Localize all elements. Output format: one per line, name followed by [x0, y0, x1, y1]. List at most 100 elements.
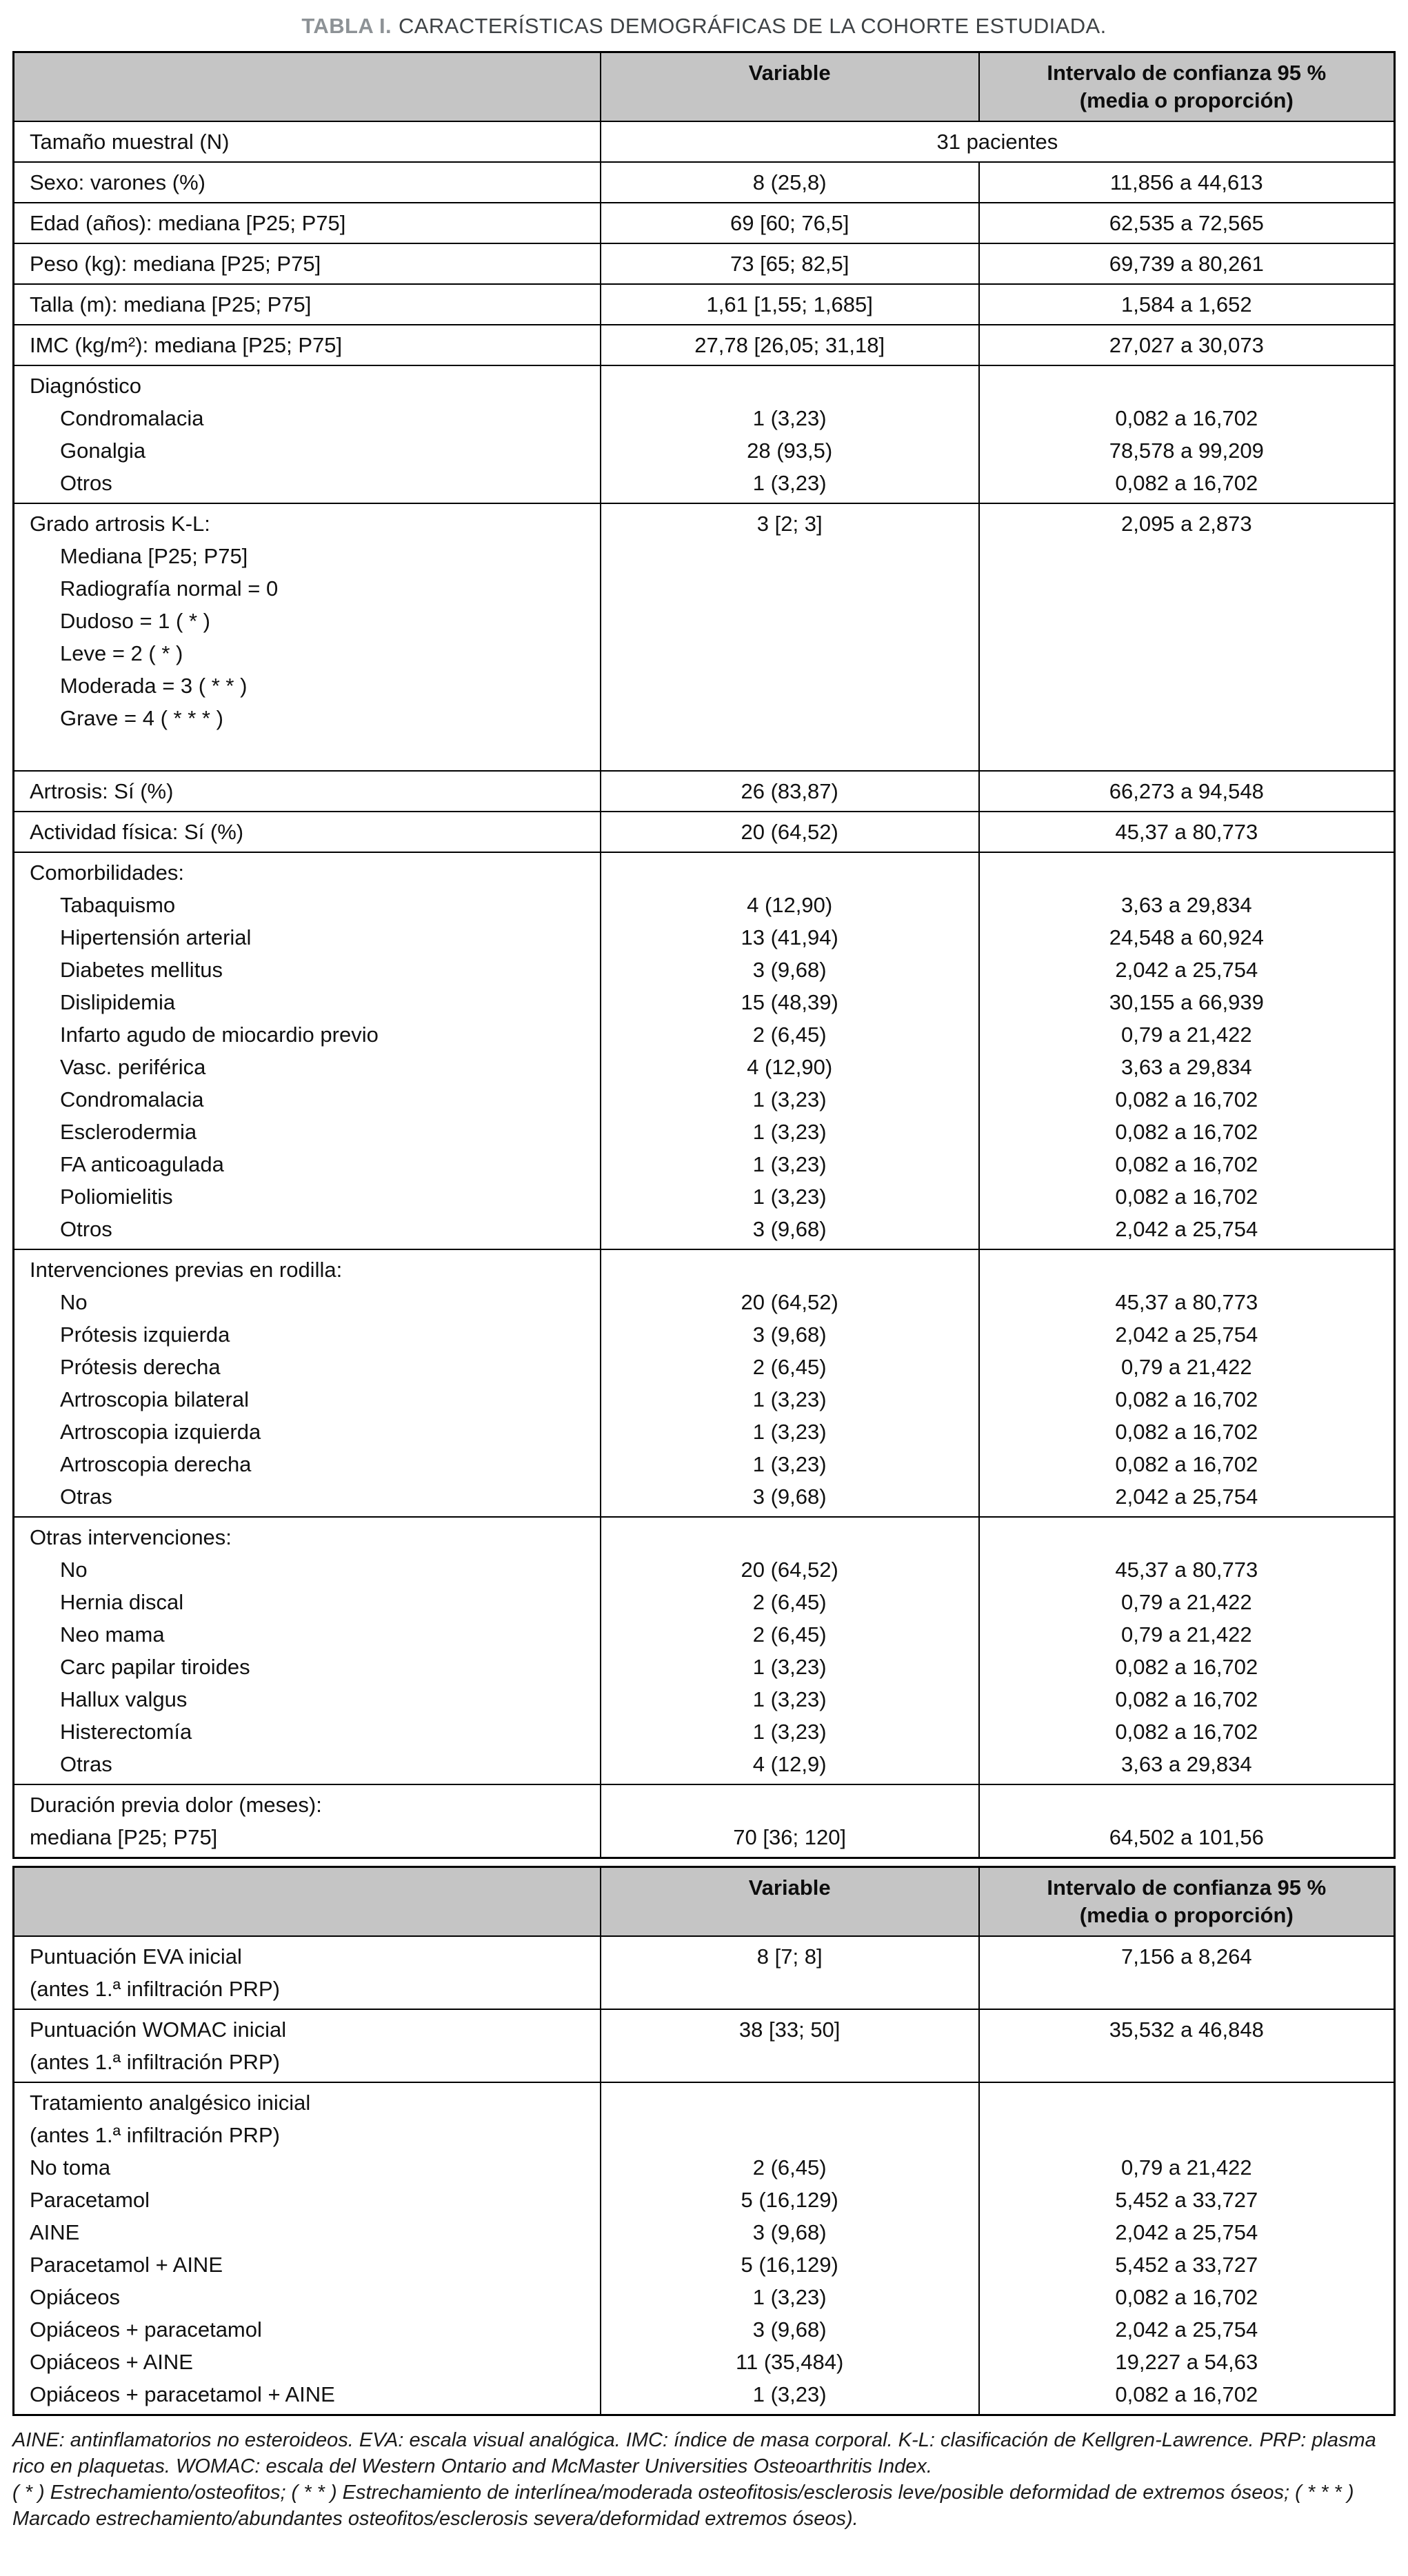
row-ci-line: 19,227 a 54,63: [1115, 2350, 1258, 2374]
row-value-cell: 38 [33; 50]: [599, 2009, 980, 2083]
row-value-line: 2 (6,45): [752, 1622, 827, 1647]
row-ci-line: 0,082 a 16,702: [1115, 471, 1258, 495]
row-value-line: 1 (3,23): [752, 1087, 827, 1111]
row-ci-line: [985, 734, 1388, 767]
row-label-line: Tamaño muestral (N): [30, 130, 230, 154]
row-label-line: (antes 1.ª infiltración PRP): [30, 2050, 280, 2074]
row-value-line: 1 (3,23): [752, 1687, 827, 1711]
row-label-line: Otras: [60, 1752, 112, 1776]
row-value-line: 5 (16,129): [741, 2253, 838, 2277]
row-value-line: 1 (3,23): [752, 1420, 827, 1444]
row-value-line: [607, 2119, 973, 2151]
header-variable-cell: Variable: [599, 1866, 980, 1937]
row-value-line: 3 (9,68): [752, 1485, 827, 1509]
table-title: TABLA I. CARACTERÍSTICAS DEMOGRÁFICAS DE …: [12, 14, 1396, 39]
row-ci-cell: 62,535 a 72,565: [978, 202, 1396, 244]
row-label-line: Otros: [60, 1217, 112, 1241]
row-label-line: Diabetes mellitus: [60, 958, 223, 982]
row-ci-line: 27,027 a 30,073: [1109, 333, 1264, 357]
row-ci-line: [985, 856, 1388, 889]
row-label-line: Peso (kg): mediana [P25; P75]: [30, 252, 321, 276]
row-label-cell: Grado artrosis K-L: Mediana [P25; P75] Rad…: [12, 503, 601, 772]
row-value-line: 3 (9,68): [752, 1322, 827, 1347]
row-ci-line: 1,584 a 1,652: [1120, 292, 1252, 316]
row-ci-line: [985, 2119, 1388, 2151]
row-ci-line: 64,502 a 101,56: [1109, 1825, 1264, 1849]
row-value-line: [607, 1789, 973, 1821]
row-label-cell: Diagnóstico Condromalacia Gonalgia Otros: [12, 365, 601, 504]
row-ci-line: 0,082 a 16,702: [1115, 1185, 1258, 1209]
row-label-cell: Duración previa dolor (meses): mediana [P…: [12, 1784, 601, 1859]
row-value-line: 13 (41,94): [741, 925, 838, 949]
row-value-line: 1 (3,23): [752, 1387, 827, 1411]
row-label-line: No toma: [30, 2155, 111, 2180]
row-label-line: [30, 734, 593, 767]
table-row: Grado artrosis K-L: Mediana [P25; P75] Rad…: [12, 503, 1396, 772]
row-value-line: [607, 856, 973, 889]
row-ci-line: 0,082 a 16,702: [1115, 1655, 1258, 1679]
row-ci-line: 0,082 a 16,702: [1115, 2285, 1258, 2309]
row-ci-line: 2,042 a 25,754: [1115, 2220, 1258, 2244]
row-ci-line: [985, 2086, 1388, 2119]
row-ci-line: 78,578 a 99,209: [1109, 439, 1264, 463]
table-row: Talla (m): mediana [P25; P75] 1,61 [1,55;…: [12, 283, 1396, 325]
row-label-line: No: [60, 1558, 88, 1582]
row-label-cell: Tratamiento analgésico inicial (antes 1.ª…: [12, 2082, 601, 2416]
row-ci-line: 2,095 a 2,873: [1120, 512, 1252, 536]
table-row: Diagnóstico Condromalacia Gonalgia Otros 1 …: [12, 365, 1396, 504]
row-label-line: Tratamiento analgésico inicial: [30, 2091, 311, 2115]
row-ci-line: 0,082 a 16,702: [1115, 406, 1258, 430]
row-label-line: Otras: [60, 1485, 112, 1509]
row-ci-cell: 45,37 a 80,773 2,042 a 25,754 0,79 a 21,42…: [978, 1249, 1396, 1518]
row-label-line: Puntuación EVA inicial: [30, 1944, 242, 1969]
row-value-cell: 26 (83,87): [599, 770, 980, 812]
row-label-line: Intervenciones previas en rodilla:: [30, 1258, 343, 1282]
row-ci-cell: 1,584 a 1,652: [978, 283, 1396, 325]
table-row: Peso (kg): mediana [P25; P75] 73 [65; 82,…: [12, 243, 1396, 285]
row-label-cell: Comorbilidades: Tabaquismo Hipertensión ar…: [12, 852, 601, 1250]
row-value-line: 3 (9,68): [752, 958, 827, 982]
row-label-line: Artrosis: Sí (%): [30, 779, 174, 803]
row-value-line: [607, 702, 973, 734]
row-label-line: Puntuación WOMAC inicial: [30, 2017, 287, 2042]
row-value-line: 8 (25,8): [752, 170, 827, 194]
row-label-line: Hipertensión arterial: [60, 925, 252, 949]
table-header: Variable Intervalo de confianza 95 % (med…: [12, 1866, 1396, 1937]
row-value-line: 73 [65; 82,5]: [730, 252, 849, 276]
row-value-line: 4 (12,90): [747, 1055, 833, 1079]
row-ci-cell: 35,532 a 46,848: [978, 2009, 1396, 2083]
footnote-asterisks: ( * ) Estrechamiento/osteofitos; ( * * )…: [12, 2482, 1354, 2530]
table-row: Otras intervenciones: No Hernia discal Neo …: [12, 1516, 1396, 1785]
row-ci-line: 0,082 a 16,702: [1115, 1452, 1258, 1476]
row-ci-line: 2,042 a 25,754: [1115, 2317, 1258, 2342]
row-label-line: Talla (m): mediana [P25; P75]: [30, 292, 312, 316]
table-row: Actividad física: Sí (%) 20 (64,52) 45,37 …: [12, 811, 1396, 853]
row-label-line: Gonalgia: [60, 439, 146, 463]
row-ci-line: 3,63 a 29,834: [1120, 893, 1252, 917]
row-value-line: [607, 605, 973, 637]
row-value-cell: 1 (3,23) 28 (93,5) 1 (3,23): [599, 365, 980, 504]
table-row: Comorbilidades: Tabaquismo Hipertensión ar…: [12, 852, 1396, 1250]
row-ci-cell: 45,37 a 80,773: [978, 811, 1396, 853]
row-value-cell: 69 [60; 76,5]: [599, 202, 980, 244]
row-value-line: [607, 1254, 973, 1286]
row-value-line: 1 (3,23): [752, 2382, 827, 2406]
table-row: Artrosis: Sí (%) 26 (83,87) 66,273 a 94,54…: [12, 770, 1396, 812]
row-value-line: 2 (6,45): [752, 1023, 827, 1047]
row-value-cell: 2 (6,45) 5 (16,129) 3 (9,68) 5 (16,129) 1 (3…: [599, 2082, 980, 2416]
row-label-line: Neo mama: [60, 1622, 165, 1647]
row-value-line: [607, 2086, 973, 2119]
row-value-cell: 20 (64,52) 3 (9,68) 2 (6,45) 1 (3,23) 1 (3,2…: [599, 1249, 980, 1518]
row-label-line: AINE: [30, 2220, 80, 2244]
row-ci-line: 5,452 a 33,727: [1115, 2253, 1258, 2277]
row-label-line: Opiáceos + AINE: [30, 2350, 193, 2374]
row-ci-line: [985, 572, 1388, 605]
row-ci-line: 0,79 a 21,422: [1120, 1355, 1252, 1379]
row-value-cell: 4 (12,90) 13 (41,94) 3 (9,68) 15 (48,39) 2 (…: [599, 852, 980, 1250]
row-ci-line: [985, 1521, 1388, 1553]
row-ci-line: 0,79 a 21,422: [1120, 1023, 1252, 1047]
row-label-line: Sexo: varones (%): [30, 170, 205, 194]
row-value-line: 27,78 [26,05; 31,18]: [694, 333, 885, 357]
row-value-cell: 73 [65; 82,5]: [599, 243, 980, 285]
row-value-line: 4 (12,90): [747, 893, 833, 917]
